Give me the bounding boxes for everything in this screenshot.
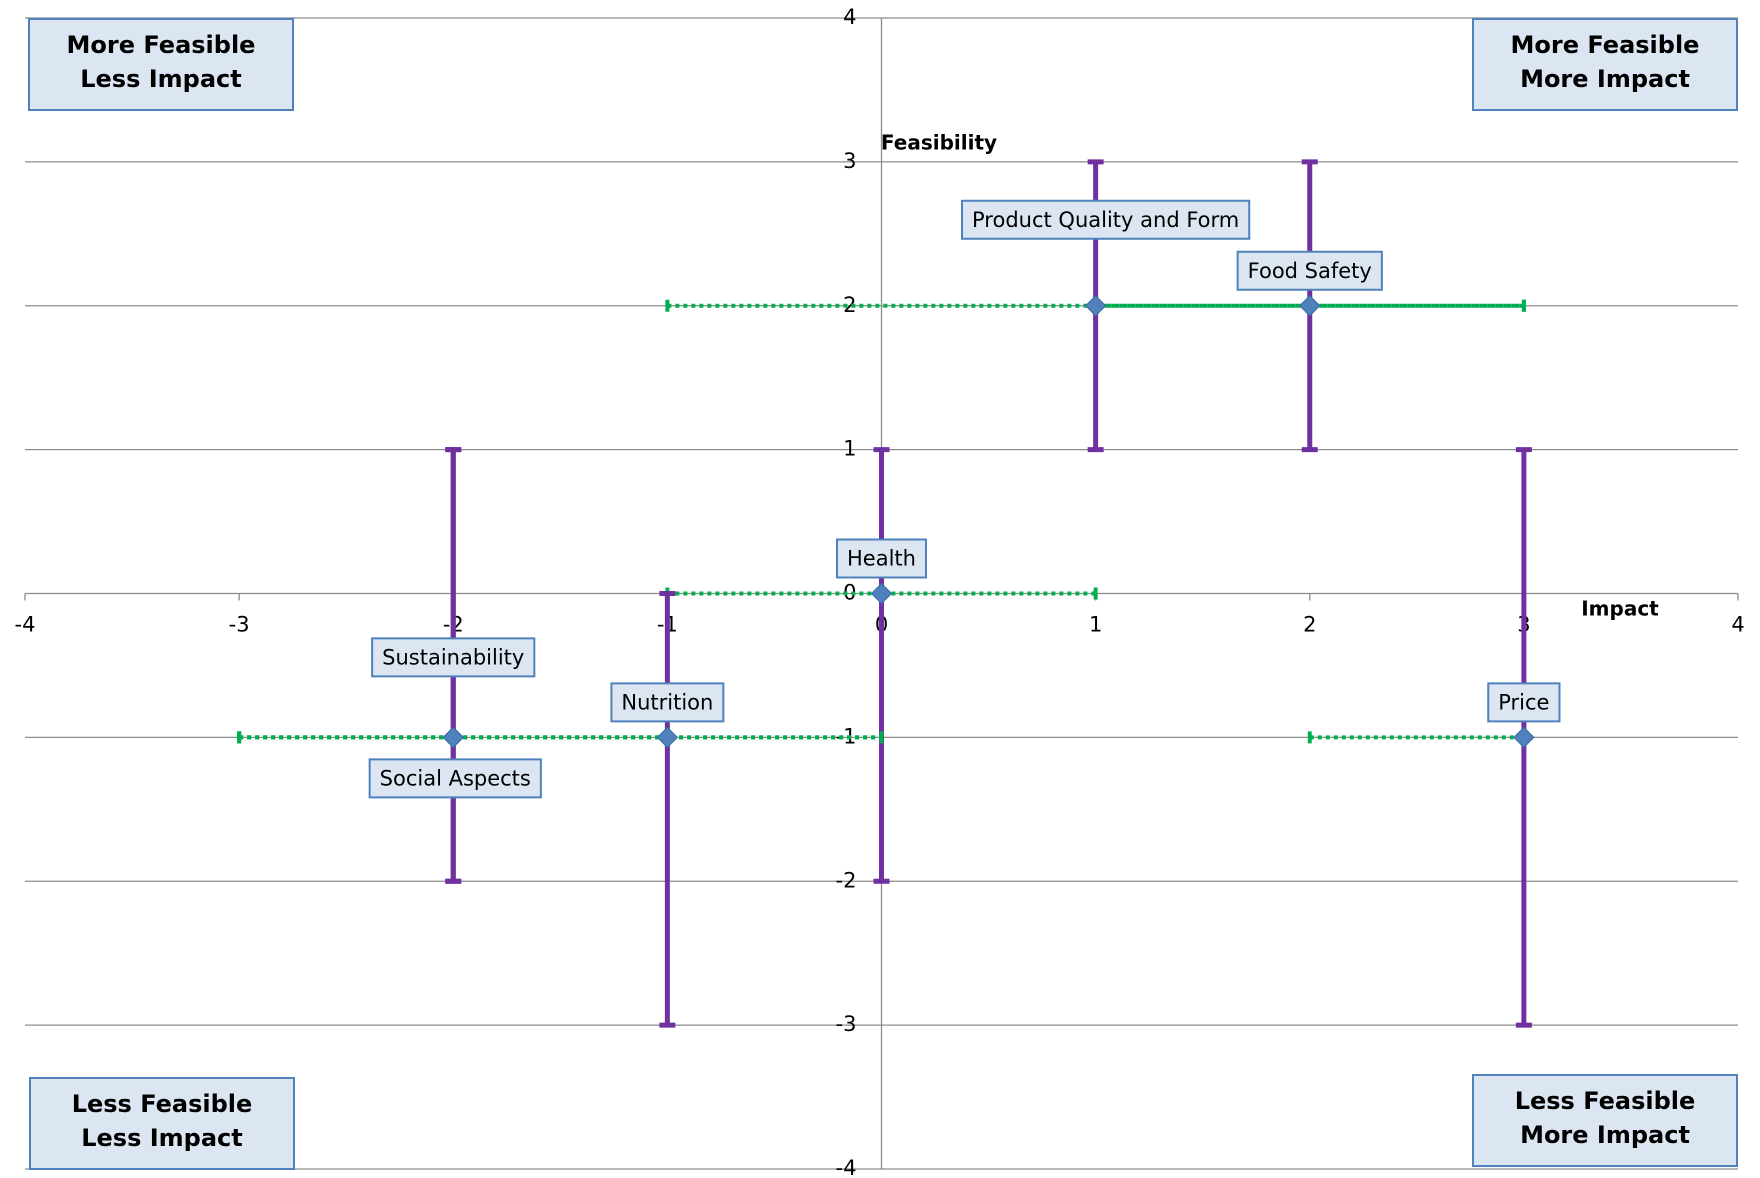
point (1299, 295, 1321, 317)
quadrant-box (29, 1077, 295, 1170)
quadrant-box (1472, 1074, 1738, 1167)
point (442, 726, 464, 749)
quadrant-label: More Feasible (1511, 31, 1700, 59)
y-error-bar (873, 447, 890, 884)
y-axis-title: Feasibility (881, 131, 997, 155)
point-label-box (1487, 682, 1561, 723)
point-label: Product Quality and Form (972, 208, 1239, 232)
point-label-box (836, 538, 927, 579)
y-error-bar (659, 591, 676, 1028)
y-tick-label: 4 (843, 5, 856, 29)
point (870, 582, 893, 605)
quadrant-label: Less Impact (80, 65, 242, 93)
quadrant-label: Less Feasible (72, 1090, 253, 1118)
x-tick-label: -3 (229, 613, 250, 637)
y-tick-label: 3 (843, 149, 856, 173)
point-label-box (961, 199, 1251, 240)
point-label-box (368, 758, 542, 799)
x-axis-title: Impact (1581, 597, 1659, 621)
y-tick-label: -4 (836, 1156, 857, 1178)
point-label: Sustainability (382, 645, 524, 669)
x-tick-label: 2 (1303, 613, 1316, 637)
point-label: Social Aspects (380, 766, 531, 790)
y-tick-label: -2 (836, 868, 857, 892)
quadrant-box (1472, 18, 1738, 111)
x-tick-label: -4 (15, 613, 36, 637)
quadrant-label: Less Feasible (1515, 1087, 1696, 1115)
quadrant-box (28, 18, 294, 111)
y-tick-label: 2 (843, 293, 856, 317)
point-label-box (610, 682, 725, 723)
point (1084, 295, 1107, 317)
y-tick-label: -3 (836, 1012, 857, 1036)
x-tick-label: 1 (1089, 613, 1102, 637)
point-label-box (1236, 250, 1383, 291)
point-label-box (371, 637, 536, 678)
y-tick-label: -1 (836, 724, 857, 748)
point (1513, 726, 1535, 749)
quadrant-label: More Impact (1520, 1121, 1690, 1149)
point-label: Food Safety (1248, 259, 1372, 283)
y-tick-label: 1 (843, 437, 856, 461)
point-label: Price (1498, 690, 1549, 714)
y-tick-label: 0 (843, 581, 856, 605)
quadrant-label: Less Impact (81, 1124, 243, 1152)
x-tick-label: 4 (1731, 613, 1744, 637)
quadrant-label: More Feasible (67, 31, 256, 59)
point-label: Health (847, 547, 916, 571)
point (656, 726, 679, 749)
point-label: Nutrition (621, 690, 713, 714)
quadrant-label: More Impact (1520, 65, 1690, 93)
